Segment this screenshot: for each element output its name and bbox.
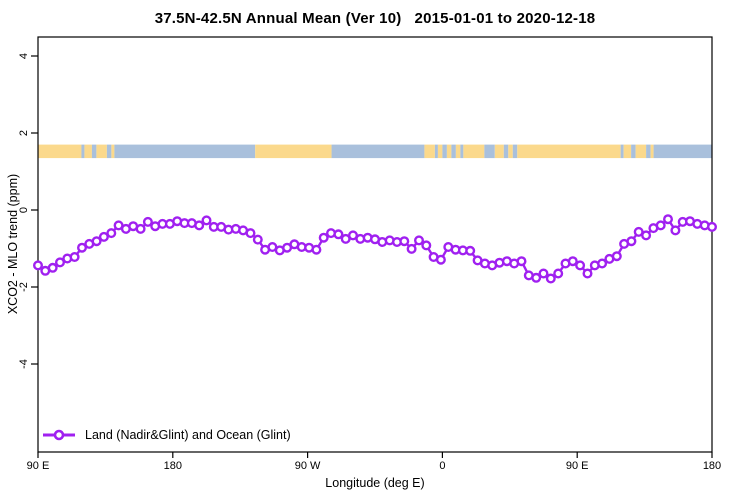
x-tick-label: 0 [439,460,445,472]
x-tick-label: 90 W [295,460,321,472]
band-segment-land [424,144,435,159]
plot-box [37,36,713,453]
band-segment-ocean [460,144,464,159]
band-segment-land [446,144,452,159]
band-segment-ocean [331,144,425,159]
data-point [707,221,718,232]
data-point [670,225,681,236]
band-segment-land [508,144,513,159]
data-point [98,231,109,242]
data-point [611,251,622,262]
x-axis-label: Longitude (deg E) [325,476,425,490]
data-point [201,215,212,226]
x-tick-label: 90 E [566,460,589,472]
data-point [641,230,652,241]
y-tick-label: 2 [18,130,30,136]
band-segment-ocean [646,144,651,159]
band-segment-land [517,144,621,159]
data-point [663,214,674,225]
band-segment-land [38,144,82,159]
band-segment-land [623,144,632,159]
data-point [252,234,263,245]
data-point [545,273,556,284]
data-point [414,235,425,246]
band-segment-ocean [503,144,509,159]
data-point [575,260,586,271]
data-point [106,228,117,239]
x-tick-label: 180 [164,460,182,472]
data-point [55,257,66,268]
band-segment-ocean [631,144,636,159]
y-axis-label: XCO2 - MLO trend (ppm) [6,173,20,315]
band-segment-land [463,144,485,159]
data-point [531,272,542,283]
y-tick-label: 0 [18,207,30,213]
band-segment-land [635,144,647,159]
y-tick-label: -4 [18,359,30,369]
band-segment-land [494,144,504,159]
data-point [538,268,549,279]
data-point [399,236,410,247]
band-segment-land [455,144,461,159]
data-point [311,244,322,255]
legend-series-label: Land (Nadir&Glint) and Ocean (Glint) [85,428,291,442]
data-point [553,268,564,279]
band-segment-ocean [653,144,712,159]
data-point [47,262,58,273]
band-segment-ocean [114,144,256,159]
data-point [633,226,644,237]
data-point [435,254,446,265]
data-point [33,260,44,271]
band-segment-ocean [442,144,447,159]
band-segment-land [437,144,443,159]
data-point [69,251,80,262]
band-segment-ocean [91,144,97,159]
band-segment-ocean [620,144,624,159]
legend-marker-icon [43,429,75,441]
band-segment-land [84,144,92,159]
data-point [194,220,205,231]
legend: Land (Nadir&Glint) and Ocean (Glint) [42,428,291,442]
data-point [245,228,256,239]
band-segment-ocean [512,144,518,159]
data-point [597,258,608,269]
data-point [567,256,578,267]
y-tick-label: -2 [18,282,30,292]
x-tick-label: 90 E [27,460,50,472]
data-point [318,232,329,243]
band-segment-land [111,144,115,159]
data-point [135,223,146,234]
data-point [465,245,476,256]
data-point [421,240,432,251]
y-tick-label: 4 [18,53,30,59]
data-point [655,220,666,231]
data-point [406,243,417,254]
band-segment-land [255,144,332,159]
x-tick-label: 180 [703,460,721,472]
band-segment-ocean [434,144,438,159]
data-point [582,268,593,279]
band-segment-ocean [484,144,495,159]
data-point [333,229,344,240]
band-segment-ocean [81,144,85,159]
data-point [91,236,102,247]
data-point [516,256,527,267]
data-point [626,236,637,247]
band-segment-land [650,144,654,159]
chart-title: 37.5N-42.5N Annual Mean (Ver 10) 2015-01… [154,10,596,27]
data-point [142,216,153,227]
band-segment-land [96,144,107,159]
data-point [76,242,87,253]
band-segment-ocean [106,144,112,159]
band-segment-ocean [451,144,456,159]
